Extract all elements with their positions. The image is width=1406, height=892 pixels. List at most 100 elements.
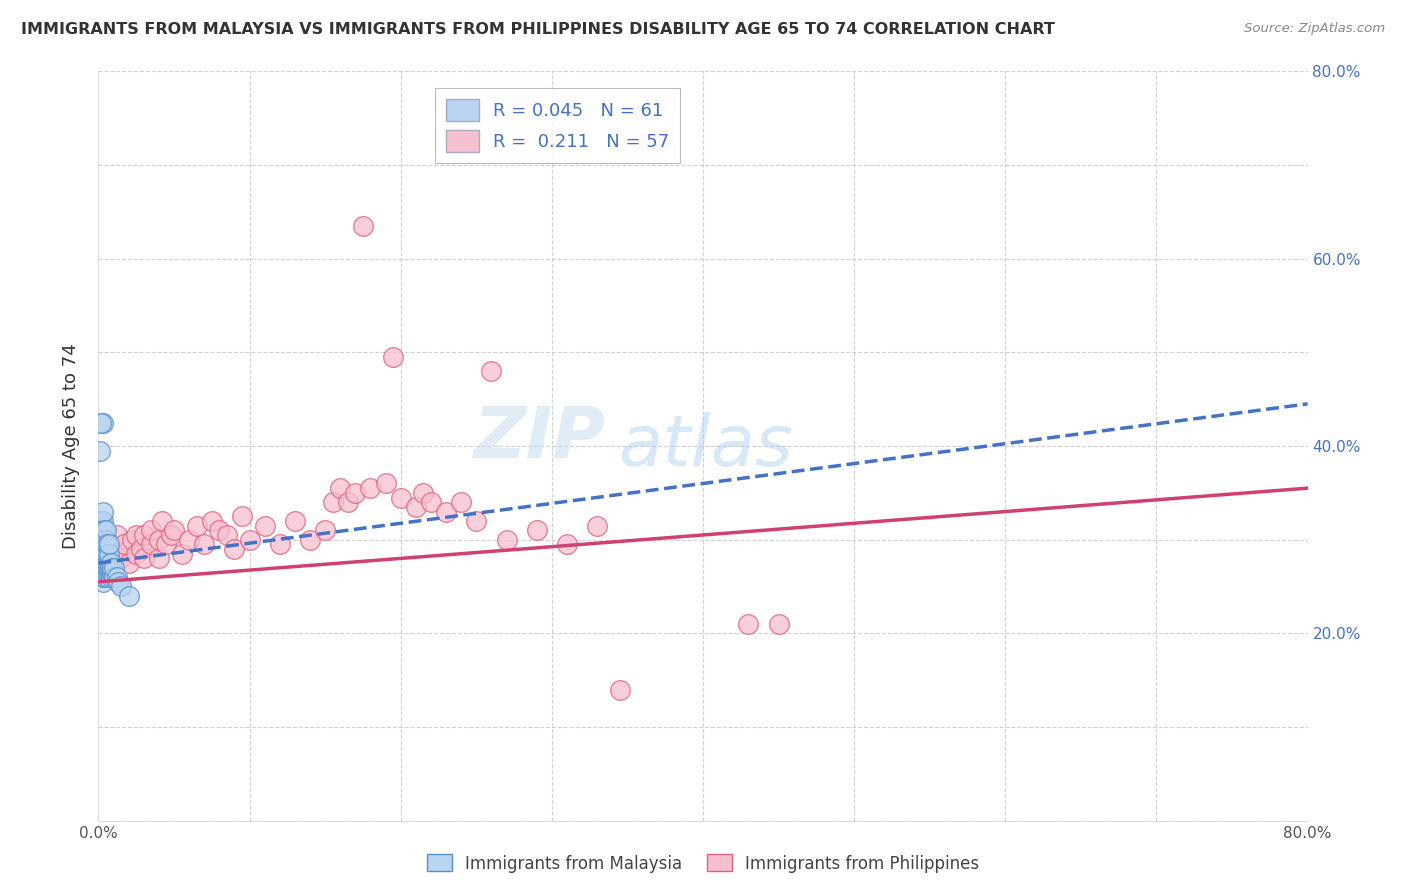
Point (94, 561, 117, 575)
Point (100, 537, 122, 551)
Point (329, 481, 352, 495)
Point (91, 514, 114, 528)
Point (96, 556, 118, 570)
Point (450, 495, 472, 509)
Point (96, 537, 118, 551)
Point (100, 566, 122, 580)
Point (91, 533, 114, 547)
Point (129, 542, 152, 557)
Point (105, 570, 128, 584)
Legend: R = 0.045   N = 61, R =  0.211   N = 57: R = 0.045 N = 61, R = 0.211 N = 57 (436, 88, 681, 162)
Text: Source: ZipAtlas.com: Source: ZipAtlas.com (1244, 22, 1385, 36)
Point (412, 486, 434, 500)
Point (94, 547, 117, 561)
Legend: Immigrants from Malaysia, Immigrants from Philippines: Immigrants from Malaysia, Immigrants fro… (420, 847, 986, 880)
Point (160, 528, 183, 542)
Point (90, 547, 112, 561)
Point (299, 533, 322, 547)
Point (93, 566, 115, 580)
Point (215, 528, 238, 542)
Point (89, 443, 111, 458)
Point (231, 509, 253, 524)
Point (91, 537, 114, 551)
Point (91, 561, 114, 575)
Point (101, 566, 124, 580)
Point (148, 533, 170, 547)
Point (132, 551, 155, 566)
Point (344, 486, 367, 500)
Point (94, 533, 117, 547)
Point (98, 566, 121, 580)
Point (91, 505, 114, 519)
Point (89, 542, 111, 557)
Point (193, 537, 215, 551)
Point (150, 514, 173, 528)
Point (420, 495, 443, 509)
Point (434, 505, 457, 519)
Point (91, 416, 114, 430)
Point (118, 556, 141, 570)
Point (526, 524, 548, 538)
Point (93, 524, 115, 538)
Point (224, 542, 246, 557)
Point (90, 514, 112, 528)
Point (90, 551, 112, 566)
Point (96, 547, 118, 561)
Point (201, 514, 224, 528)
Point (352, 219, 374, 233)
Point (382, 350, 405, 364)
Point (389, 491, 412, 505)
Point (91, 556, 114, 570)
Point (269, 537, 291, 551)
Point (94, 556, 117, 570)
Point (96, 570, 118, 584)
Point (94, 524, 117, 538)
Point (481, 364, 503, 378)
Point (170, 547, 193, 561)
Point (360, 481, 382, 495)
Point (96, 566, 118, 580)
Point (93, 533, 115, 547)
Point (322, 495, 344, 509)
Point (91, 566, 114, 580)
Point (94, 533, 117, 547)
Point (96, 561, 118, 575)
Point (121, 533, 143, 547)
Point (91, 574, 114, 589)
Point (93, 561, 115, 575)
Point (495, 533, 517, 547)
Point (93, 551, 115, 566)
Point (284, 514, 307, 528)
Point (405, 500, 427, 514)
Point (90, 556, 112, 570)
Point (141, 524, 163, 538)
Point (98, 547, 121, 561)
Point (100, 570, 122, 584)
Point (90, 524, 112, 538)
Text: IMMIGRANTS FROM MALAYSIA VS IMMIGRANTS FROM PHILIPPINES DISABILITY AGE 65 TO 74 : IMMIGRANTS FROM MALAYSIA VS IMMIGRANTS F… (21, 22, 1054, 37)
Point (465, 514, 488, 528)
Point (101, 561, 124, 575)
Point (107, 574, 129, 589)
Point (555, 537, 578, 551)
Point (163, 524, 186, 538)
Point (125, 528, 148, 542)
Point (98, 537, 121, 551)
Point (155, 537, 177, 551)
Point (89, 547, 111, 561)
Point (94, 551, 117, 566)
Point (586, 518, 609, 533)
Point (110, 580, 132, 594)
Point (239, 533, 262, 547)
Y-axis label: Disability Age 65 to 74: Disability Age 65 to 74 (62, 343, 80, 549)
Point (93, 542, 115, 557)
Point (89, 537, 111, 551)
Point (94, 542, 117, 557)
Point (103, 570, 125, 584)
Point (89, 533, 111, 547)
Point (103, 547, 125, 561)
Point (105, 528, 128, 542)
Point (179, 533, 201, 547)
Point (768, 617, 790, 632)
Point (118, 589, 141, 603)
